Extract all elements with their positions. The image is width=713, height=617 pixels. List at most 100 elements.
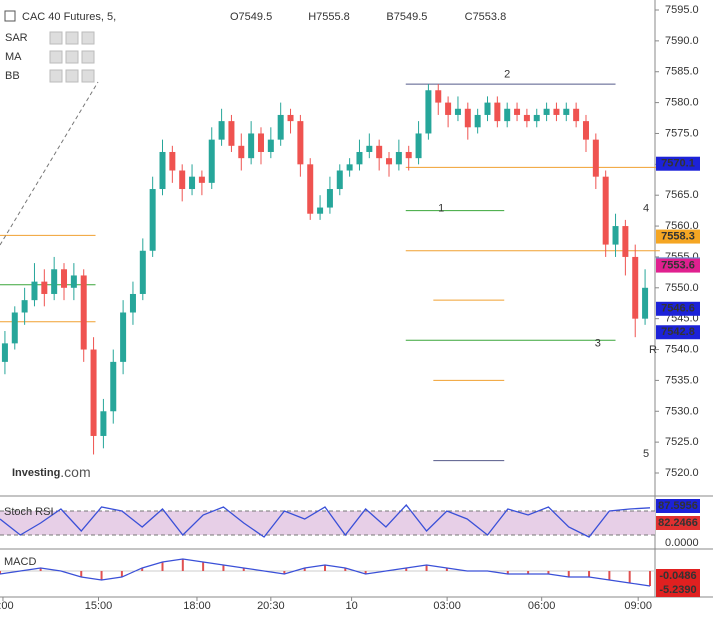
candle-body xyxy=(120,312,127,362)
candle-body xyxy=(317,207,324,214)
candle-body xyxy=(169,151,176,171)
candle-body xyxy=(297,121,304,165)
candle-body xyxy=(514,108,521,115)
x-tick-label: 18:00 xyxy=(183,600,211,612)
indicator-label: MA xyxy=(5,51,22,63)
y-tick-label: 7535.0 xyxy=(665,374,699,386)
candle-body xyxy=(366,145,373,152)
indicator-button xyxy=(81,31,95,45)
candle-body xyxy=(494,102,501,122)
macd-line xyxy=(0,558,651,587)
rsi-tag xyxy=(656,499,700,513)
candle-body xyxy=(90,349,97,436)
header-title: CAC 40 Futures, 5, xyxy=(22,11,116,23)
candle-body xyxy=(602,176,609,245)
wave-label: 1 xyxy=(438,203,444,215)
candle-body xyxy=(445,102,452,115)
y-tick-value: 7595 xyxy=(665,4,689,16)
y-tick-label: 7550.0 xyxy=(665,282,699,294)
y-tick-value: 7530 xyxy=(665,405,689,417)
y-tick-label: 7560.0 xyxy=(665,220,699,232)
ohlc-label: C7553.8 xyxy=(465,11,507,23)
y-tick-suffix: .0 xyxy=(689,313,698,325)
y-tick-label: 7540.0 xyxy=(665,343,699,355)
rsi-tag xyxy=(656,516,700,530)
y-tick-value: 7575 xyxy=(665,127,689,139)
header-icon xyxy=(4,10,16,22)
candle-body xyxy=(11,312,18,344)
indicator-button xyxy=(81,50,95,64)
price-tag-label: 7553.6 xyxy=(661,259,695,271)
y-tick-label: 7525.0 xyxy=(665,436,699,448)
candle-body xyxy=(179,170,186,190)
y-tick-value: 7525 xyxy=(665,436,689,448)
candle-body xyxy=(248,133,255,159)
candle-body xyxy=(425,90,432,134)
wave-label: 2 xyxy=(504,69,510,81)
y-tick-suffix: .0 xyxy=(689,251,698,263)
candle-body xyxy=(159,151,166,190)
trend-line xyxy=(0,81,99,246)
y-tick-label: 7565.0 xyxy=(665,189,699,201)
candle-body xyxy=(287,114,294,122)
candle-body xyxy=(582,121,589,140)
y-tick-suffix: .0 xyxy=(689,343,698,355)
candle-body xyxy=(563,108,570,115)
candle-body xyxy=(386,158,393,165)
y-tick-label: 7575.0 xyxy=(665,127,699,139)
y-tick-label: 7580.0 xyxy=(665,97,699,109)
y-tick-suffix: .0 xyxy=(689,405,698,417)
watermark: Investing.com xyxy=(12,464,91,480)
y-tick-suffix: .0 xyxy=(689,374,698,386)
x-tick-label: 09:00 xyxy=(624,600,652,612)
candle-body xyxy=(356,151,363,165)
y-tick-value: 7565 xyxy=(665,189,689,201)
y-tick-value: 7560 xyxy=(665,220,689,232)
y-tick-suffix: .0 xyxy=(689,467,698,479)
indicator-button xyxy=(65,69,79,83)
candle-body xyxy=(70,275,77,288)
candle-body xyxy=(592,139,599,177)
indicator-label: SAR xyxy=(5,32,28,44)
candle-body xyxy=(464,108,471,128)
macd-label: MACD xyxy=(4,556,36,568)
y-tick-suffix: .0 xyxy=(689,97,698,109)
candle-body xyxy=(307,164,314,214)
candle-body xyxy=(454,108,461,115)
x-tick-label: 03:00 xyxy=(433,600,461,612)
candle-body xyxy=(573,108,580,122)
wave-label: R xyxy=(649,344,657,356)
y-tick-suffix: .0 xyxy=(689,127,698,139)
y-tick-suffix: .0 xyxy=(689,66,698,78)
ohlc-label: O7549.5 xyxy=(230,11,272,23)
price-tag-label: 7570.1 xyxy=(661,158,695,170)
watermark-suffix: .com xyxy=(60,464,90,480)
y-tick-label: 7595.0 xyxy=(665,4,699,16)
y-tick-value: 7590 xyxy=(665,35,689,47)
y-tick-suffix: .0 xyxy=(689,35,698,47)
candle-body xyxy=(326,189,333,208)
y-tick-label: 7590.0 xyxy=(665,35,699,47)
candle-body xyxy=(632,256,639,319)
price-tag-label: 7558.3 xyxy=(661,230,695,242)
rsi-tag-label: 87.5956 xyxy=(658,500,698,512)
indicator-button xyxy=(65,50,79,64)
candle-body xyxy=(395,151,402,165)
candle-body xyxy=(228,121,235,146)
candle-body xyxy=(612,226,619,245)
y-tick-suffix: .0 xyxy=(689,436,698,448)
candle-body xyxy=(149,189,156,251)
macd-tag xyxy=(656,583,700,597)
candle-body xyxy=(336,170,343,190)
x-tick-label: 20:30 xyxy=(257,600,285,612)
candle-body xyxy=(504,108,511,122)
y-tick-label: 7520.0 xyxy=(665,467,699,479)
rsi-band xyxy=(0,511,655,535)
price-tag xyxy=(656,325,700,340)
watermark-name: Investing xyxy=(12,467,60,479)
indicator-button xyxy=(81,69,95,83)
price-tag xyxy=(656,258,700,273)
y-tick-suffix: .0 xyxy=(689,189,698,201)
candle-body xyxy=(208,139,215,183)
